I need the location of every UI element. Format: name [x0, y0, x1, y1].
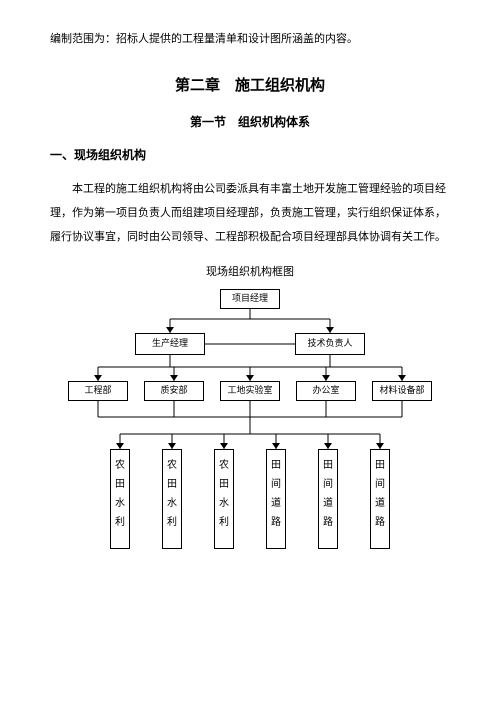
node-eng-dept: 工程部: [68, 381, 128, 401]
leaf-char: 农: [167, 456, 177, 475]
node-qa-dept: 质安部: [144, 381, 204, 401]
leaf-3: 田间道路: [266, 449, 286, 549]
paragraph-1: 本工程的施工组织机构将由公司委派具有丰富土地开发施工管理经验的项目经理，作为第一…: [50, 177, 450, 250]
leaf-char: 利: [115, 513, 125, 532]
leaf-char: 路: [271, 513, 281, 532]
leaf-char: 田: [219, 475, 229, 494]
chapter-title: 第二章 施工组织机构: [50, 74, 450, 95]
leaf-5: 田间道路: [370, 449, 390, 549]
leaf-char: 路: [323, 513, 333, 532]
leaf-char: 道: [375, 494, 385, 513]
chart-caption: 现场组织机构框图: [50, 263, 450, 279]
leaf-char: 利: [167, 513, 177, 532]
leaf-char: 农: [115, 456, 125, 475]
leaf-char: 路: [375, 513, 385, 532]
leaf-char: 道: [271, 494, 281, 513]
leaf-2: 农田水利: [214, 449, 234, 549]
subheading-1: 一、现场组织机构: [50, 146, 450, 163]
leaf-char: 间: [375, 475, 385, 494]
node-site-lab: 工地实验室: [220, 381, 280, 401]
node-materials-dept: 材料设备部: [372, 381, 432, 401]
leaf-1: 农田水利: [162, 449, 182, 549]
leaf-0: 农田水利: [110, 449, 130, 549]
node-production-manager: 生产经理: [135, 333, 205, 355]
leaf-char: 水: [115, 494, 125, 513]
leaf-char: 田: [323, 456, 333, 475]
leaf-char: 道: [323, 494, 333, 513]
node-pm: 项目经理: [220, 289, 280, 309]
leaf-char: 间: [271, 475, 281, 494]
org-chart: 项目经理 生产经理 技术负责人 工程部 质安部 工地实验室 办公室 材料设备部 …: [60, 289, 440, 609]
leaf-char: 间: [323, 475, 333, 494]
leaf-char: 田: [271, 456, 281, 475]
leaf-4: 田间道路: [318, 449, 338, 549]
section-title: 第一节 组织机构体系: [50, 113, 450, 130]
node-office: 办公室: [296, 381, 356, 401]
leaf-char: 利: [219, 513, 229, 532]
leaf-char: 田: [167, 475, 177, 494]
leaf-char: 农: [219, 456, 229, 475]
node-tech-lead: 技术负责人: [295, 333, 365, 355]
leaf-char: 水: [167, 494, 177, 513]
leaf-char: 田: [375, 456, 385, 475]
leaf-char: 田: [115, 475, 125, 494]
leaf-char: 水: [219, 494, 229, 513]
intro-text: 编制范围为：招标人提供的工程量清单和设计图所涵盖的内容。: [50, 30, 450, 50]
